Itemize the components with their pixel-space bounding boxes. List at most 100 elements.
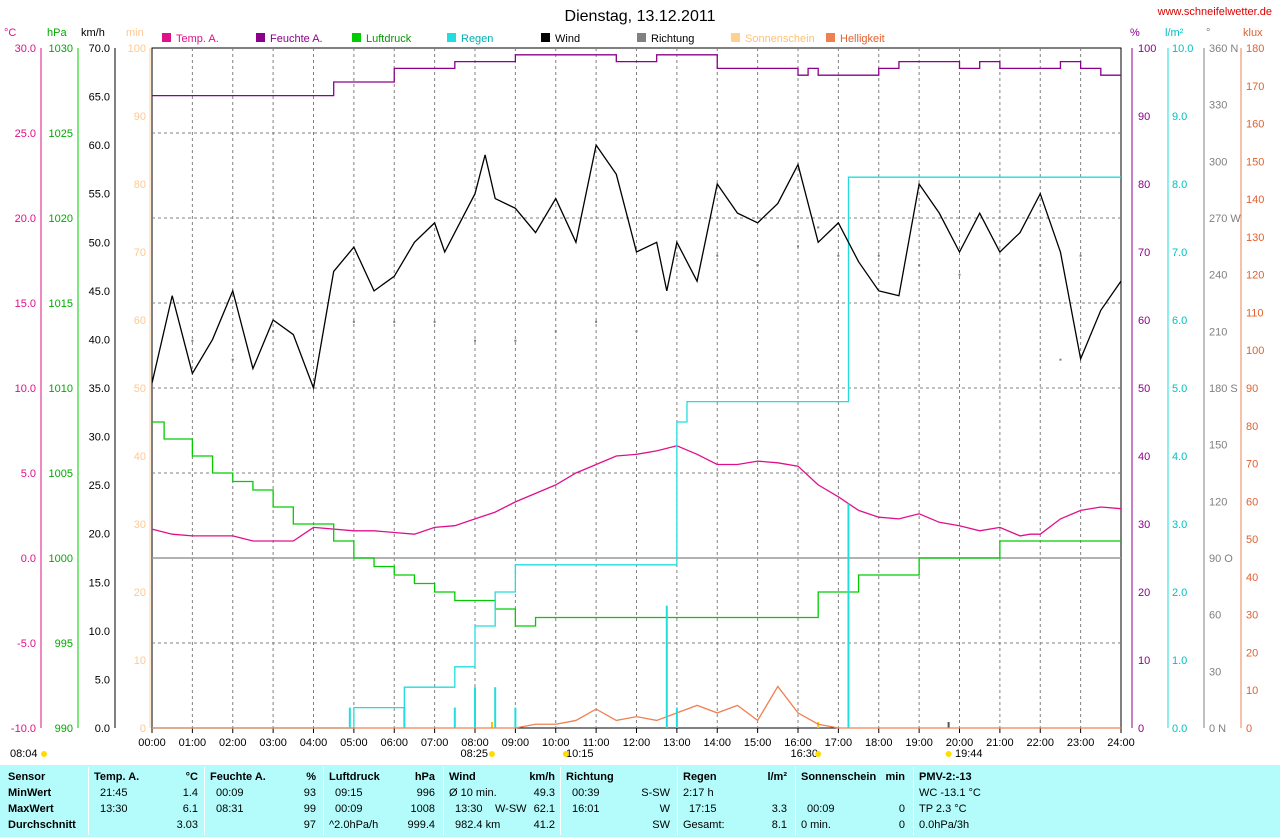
- legend-swatch: [637, 33, 646, 42]
- sensor-column: Sensor MinWert MaxWert Durchschnitt: [8, 765, 88, 837]
- humidity-axis-tick: 90: [1138, 111, 1150, 123]
- rain-axis-tick: 9.0: [1172, 111, 1187, 123]
- sunshine-column: Sonnenschein min 00:09 0 0 min. 0: [799, 765, 911, 837]
- direction-min: S-SW: [641, 787, 670, 799]
- pmv-wc: WC -13.1 °C: [919, 787, 981, 799]
- pressure-trend: ^2.0hPa/h: [329, 819, 379, 831]
- humidity-axis-tick: 0: [1138, 723, 1144, 735]
- pressure-column: Luftdruck hPa 09:15 996 00:09 1008 ^2.0h…: [327, 765, 441, 837]
- humidity-max: 99: [303, 803, 316, 815]
- rain-header: Regen: [683, 771, 717, 783]
- time-tick-label: 00:00: [138, 737, 166, 749]
- legend-label: Luftdruck: [366, 33, 412, 45]
- rain-unit: l/m²: [767, 771, 787, 783]
- time-tick-label: 02:00: [219, 737, 247, 749]
- humidity-axis-tick: 100: [1138, 43, 1156, 55]
- direction-axis-tick: 240: [1209, 270, 1227, 282]
- pressure-unit: hPa: [414, 771, 435, 783]
- humidity-unit: %: [306, 771, 316, 783]
- pressure-axis-tick: 995: [55, 638, 73, 650]
- temp-axis-tick: 30.0: [15, 43, 36, 55]
- sunshine-max-time: 00:09: [807, 803, 835, 815]
- feuchte-a-series-line: [152, 54, 1121, 97]
- direction-point: [918, 264, 921, 267]
- sun-marker-icon: [562, 751, 569, 757]
- humidity-axis-tick: 80: [1138, 179, 1150, 191]
- sun-marker-icon: [815, 751, 822, 757]
- wind-header: Wind: [449, 771, 476, 783]
- rain-axis-tick: 6.0: [1172, 315, 1187, 327]
- direction-point: [958, 273, 961, 276]
- luftdruck-series-line: [152, 421, 1121, 627]
- website-label: www.schneifelwetter.de: [1157, 6, 1272, 18]
- sunshine-header: Sonnenschein: [801, 771, 877, 783]
- brightness-axis-tick: 50: [1246, 534, 1258, 546]
- brightness-axis-tick: 30: [1246, 610, 1258, 622]
- temp-axis-unit: °C: [4, 27, 16, 39]
- direction-point: [595, 320, 598, 323]
- direction-axis-tick: 360 N: [1209, 43, 1238, 55]
- direction-point: [1039, 264, 1042, 267]
- direction-axis-tick: 210: [1209, 326, 1227, 338]
- legend-swatch: [256, 33, 265, 42]
- brightness-axis-tick: 40: [1246, 572, 1258, 584]
- time-marker-label: 10:15: [566, 748, 594, 760]
- wind-axis-tick: 45.0: [89, 286, 110, 298]
- rain-duration: 2:17 h: [683, 787, 714, 799]
- temp-axis-tick: -10.0: [11, 723, 36, 735]
- direction-max: W: [659, 803, 670, 815]
- time-tick-label: 20:00: [946, 737, 974, 749]
- legend-label: Temp. A.: [176, 33, 219, 45]
- legend-label: Sonnenschein: [745, 33, 815, 45]
- rain-total-label: Gesamt:: [683, 819, 725, 831]
- time-marker-label: 16:30: [790, 748, 818, 760]
- minwert-label: MinWert: [8, 787, 52, 799]
- direction-point: [716, 254, 719, 257]
- direction-point: [1059, 358, 1062, 361]
- direction-point: [1079, 254, 1082, 257]
- wind-max-dir: W-SW: [495, 803, 527, 815]
- brightness-axis-tick: 140: [1246, 194, 1264, 206]
- wind-max: 62.1: [533, 803, 555, 815]
- legend-label: Richtung: [651, 33, 694, 45]
- wind-avg: 41.2: [533, 819, 555, 831]
- sunshine-avg: 0: [898, 819, 905, 831]
- wind-axis-tick: 5.0: [95, 674, 110, 686]
- direction-point: [635, 330, 638, 333]
- regen-series-line: [152, 176, 1121, 729]
- wind-axis-tick: 50.0: [89, 237, 110, 249]
- direction-axis-tick: 0 N: [1209, 723, 1226, 735]
- humidity-axis-tick: 40: [1138, 451, 1150, 463]
- humidity-axis-tick: 30: [1138, 519, 1150, 531]
- time-tick-label: 16:00: [784, 737, 812, 749]
- sun-marker-icon: [488, 751, 495, 757]
- legend-swatch: [826, 33, 835, 42]
- sunshine-axis-tick: 100: [128, 43, 146, 55]
- time-tick-label: 04:00: [300, 737, 328, 749]
- pressure-min: 996: [416, 787, 435, 799]
- temp-axis-tick: 10.0: [15, 383, 36, 395]
- legend-swatch: [541, 33, 550, 42]
- time-tick-label: 14:00: [703, 737, 731, 749]
- direction-axis-tick: 300: [1209, 156, 1227, 168]
- rain-axis-tick: 2.0: [1172, 587, 1187, 599]
- humidity-axis-tick: 10: [1138, 655, 1150, 667]
- temp-unit: °C: [185, 771, 198, 783]
- direction-point: [312, 330, 315, 333]
- brightness-axis-tick: 20: [1246, 647, 1258, 659]
- time-tick-label: 05:00: [340, 737, 368, 749]
- pressure-header: Luftdruck: [329, 771, 380, 783]
- pressure-max-time: 00:09: [335, 803, 363, 815]
- temp-axis-tick: 5.0: [21, 468, 36, 480]
- sunshine-axis-tick: 90: [134, 111, 146, 123]
- sunshine-unit: min: [885, 771, 905, 783]
- wind-min-label: Ø 10 min.: [449, 787, 497, 799]
- sensor-header: Sensor: [8, 771, 46, 783]
- legend-label: Wind: [555, 33, 580, 45]
- humidity-min-time: 00:09: [216, 787, 244, 799]
- weather-chart: Dienstag, 13.12.2011 www.schneifelwetter.…: [4, 6, 1272, 760]
- legend-swatch: [447, 33, 456, 42]
- sunshine-axis-tick: 60: [134, 315, 146, 327]
- time-marker-label: 08:25: [460, 748, 488, 760]
- wind-max-time: 13:30: [455, 803, 483, 815]
